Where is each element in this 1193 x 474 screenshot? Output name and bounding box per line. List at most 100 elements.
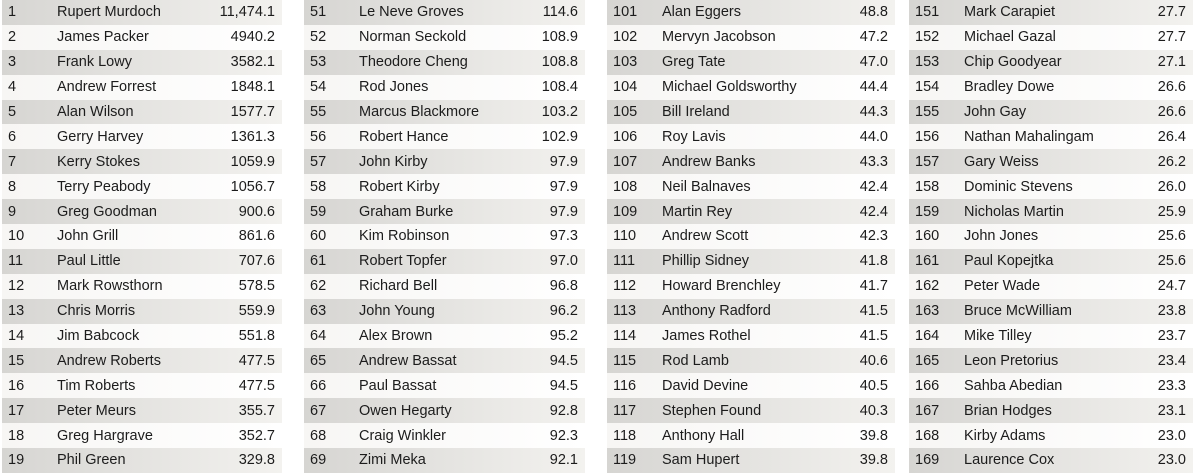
rank-cell: 62 — [310, 278, 327, 295]
value-cell: 26.2 — [1157, 153, 1186, 170]
table-row: 166 Sahba Abedian 23.3 — [909, 373, 1193, 399]
name-cell: Martin Rey — [662, 203, 733, 220]
rank-cell: 10 — [8, 228, 25, 245]
value-cell: 25.6 — [1157, 253, 1186, 270]
name-cell: Alan Eggers — [662, 4, 741, 21]
value-cell: 23.1 — [1157, 402, 1186, 419]
value-cell: 707.6 — [238, 253, 275, 270]
table-row: 109 Martin Rey 42.4 — [607, 199, 895, 225]
name-cell: Robert Hance — [359, 128, 449, 145]
rank-column-2: 51 Le Neve Groves 114.6 52 Norman Seckold 108… — [304, 0, 585, 473]
rank-cell: 15 — [8, 352, 25, 369]
value-cell: 48.8 — [859, 4, 888, 21]
name-cell: Kerry Stokes — [57, 153, 140, 170]
table-row: 113 Anthony Radford 41.5 — [607, 298, 895, 324]
rank-cell: 102 — [613, 29, 638, 46]
name-cell: Richard Bell — [359, 278, 438, 295]
table-row: 10 John Grill 861.6 — [2, 224, 282, 249]
rank-cell: 114 — [613, 328, 637, 345]
rank-cell: 156 — [915, 128, 940, 145]
table-row: 115 Rod Lamb 40.6 — [607, 348, 895, 374]
name-cell: Mark Rowsthorn — [57, 278, 163, 295]
table-row: 16 Tim Roberts 477.5 — [2, 373, 282, 399]
rank-cell: 116 — [613, 377, 637, 394]
value-cell: 477.5 — [238, 377, 275, 394]
name-cell: Andrew Roberts — [57, 352, 161, 369]
name-cell: Robert Topfer — [359, 253, 447, 270]
name-cell: Laurence Cox — [964, 452, 1055, 469]
table-row: 114 James Rothel 41.5 — [607, 323, 895, 349]
table-row: 18 Greg Hargrave 352.7 — [2, 423, 282, 449]
rank-cell: 66 — [310, 377, 327, 394]
name-cell: Mike Tilley — [964, 328, 1032, 345]
rank-cell: 14 — [8, 328, 25, 345]
rank-cell: 158 — [915, 178, 940, 195]
name-cell: Chris Morris — [57, 303, 136, 320]
rank-cell: 107 — [613, 153, 638, 170]
table-row: 61 Robert Topfer 97.0 — [304, 248, 585, 274]
name-cell: Anthony Radford — [662, 303, 771, 320]
value-cell: 114.6 — [542, 4, 578, 21]
name-cell: Stephen Found — [662, 402, 762, 419]
table-row: 102 Mervyn Jacobson 47.2 — [607, 24, 895, 50]
name-cell: Greg Goodman — [57, 203, 157, 220]
name-cell: Rod Lamb — [662, 352, 729, 369]
name-cell: Michael Goldsworthy — [662, 79, 797, 96]
rank-cell: 161 — [915, 253, 940, 270]
table-row: 167 Brian Hodges 23.1 — [909, 398, 1193, 424]
rank-cell: 19 — [8, 452, 25, 469]
value-cell: 329.8 — [238, 452, 275, 469]
name-cell: Zimi Meka — [359, 452, 426, 469]
name-cell: Bill Ireland — [662, 104, 730, 120]
value-cell: 23.7 — [1157, 328, 1186, 345]
table-row: 164 Mike Tilley 23.7 — [909, 323, 1193, 349]
rank-cell: 111 — [613, 253, 636, 270]
value-cell: 39.8 — [859, 452, 888, 469]
name-cell: Andrew Bassat — [359, 352, 457, 369]
table-row: 68 Craig Winkler 92.3 — [304, 423, 585, 449]
value-cell: 103.2 — [541, 104, 578, 120]
table-row: 2 James Packer 4940.2 — [2, 24, 282, 50]
value-cell: 92.3 — [549, 427, 578, 444]
rank-cell: 68 — [310, 427, 327, 444]
name-cell: Brian Hodges — [964, 402, 1052, 419]
table-row: 161 Paul Kopejtka 25.6 — [909, 248, 1193, 274]
name-cell: Michael Gazal — [964, 29, 1056, 46]
value-cell: 92.8 — [549, 402, 578, 419]
name-cell: Tim Roberts — [57, 377, 136, 394]
table-row: 108 Neil Balnaves 42.4 — [607, 174, 895, 200]
rank-cell: 108 — [613, 178, 638, 195]
name-cell: Le Neve Groves — [359, 4, 464, 21]
table-row: 6 Gerry Harvey 1361.3 — [2, 124, 282, 150]
value-cell: 352.7 — [238, 427, 275, 444]
table-row: 64 Alex Brown 95.2 — [304, 323, 585, 349]
name-cell: Kirby Adams — [964, 427, 1046, 444]
value-cell: 44.3 — [859, 104, 888, 120]
table-row: 154 Bradley Dowe 26.6 — [909, 74, 1193, 100]
name-cell: Phillip Sidney — [662, 253, 750, 270]
table-row: 168 Kirby Adams 23.0 — [909, 423, 1193, 449]
table-row: 112 Howard Brenchley 41.7 — [607, 273, 895, 299]
rank-cell: 106 — [613, 128, 638, 145]
rank-cell: 60 — [310, 228, 327, 245]
rank-cell: 155 — [915, 104, 940, 120]
name-cell: David Devine — [662, 377, 749, 394]
rank-cell: 61 — [310, 253, 327, 270]
name-cell: John Jones — [964, 228, 1039, 245]
name-cell: Mark Carapiet — [964, 4, 1056, 21]
value-cell: 25.6 — [1157, 228, 1186, 245]
table-row: 63 John Young 96.2 — [304, 298, 585, 324]
name-cell: Nicholas Martin — [964, 203, 1064, 220]
rank-cell: 119 — [613, 452, 637, 469]
name-cell: Bruce McWilliam — [964, 303, 1072, 320]
table-row: 60 Kim Robinson 97.3 — [304, 224, 585, 249]
table-row: 155 John Gay 26.6 — [909, 99, 1193, 125]
table-row: 169 Laurence Cox 23.0 — [909, 448, 1193, 473]
rank-cell: 101 — [613, 4, 638, 21]
name-cell: Gerry Harvey — [57, 128, 144, 145]
table-row: 106 Roy Lavis 44.0 — [607, 124, 895, 150]
value-cell: 94.5 — [549, 377, 578, 394]
value-cell: 42.3 — [859, 228, 888, 245]
table-row: 67 Owen Hegarty 92.8 — [304, 398, 585, 424]
value-cell: 41.7 — [859, 278, 888, 295]
